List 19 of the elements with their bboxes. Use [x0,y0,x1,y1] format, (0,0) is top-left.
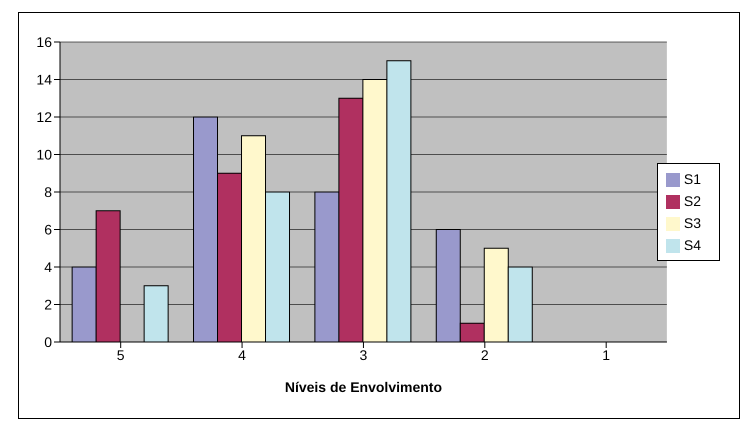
legend-label: S2 [684,193,701,209]
x-tick-label: 5 [116,346,125,363]
x-axis-title: Níveis de Envolvimento [284,379,442,395]
y-tick-label: 12 [36,108,52,125]
y-tick-label: 2 [44,296,52,312]
y-tick-label: 4 [44,258,52,275]
legend-label: S3 [684,215,701,231]
legend-label: S4 [684,237,701,253]
x-tick-label: 4 [238,346,246,363]
x-tick-label: 3 [360,346,368,363]
x-tick-label: 2 [480,346,489,363]
x-tick-label: 1 [602,346,610,363]
y-tick-label: 16 [36,34,52,50]
y-tick-label: 6 [44,221,52,238]
y-tick-label: 8 [44,184,52,200]
y-tick-label: 10 [36,146,52,162]
y-tick-label: 0 [44,334,52,350]
legend-label: S1 [684,171,701,187]
y-tick-label: 14 [36,71,52,88]
